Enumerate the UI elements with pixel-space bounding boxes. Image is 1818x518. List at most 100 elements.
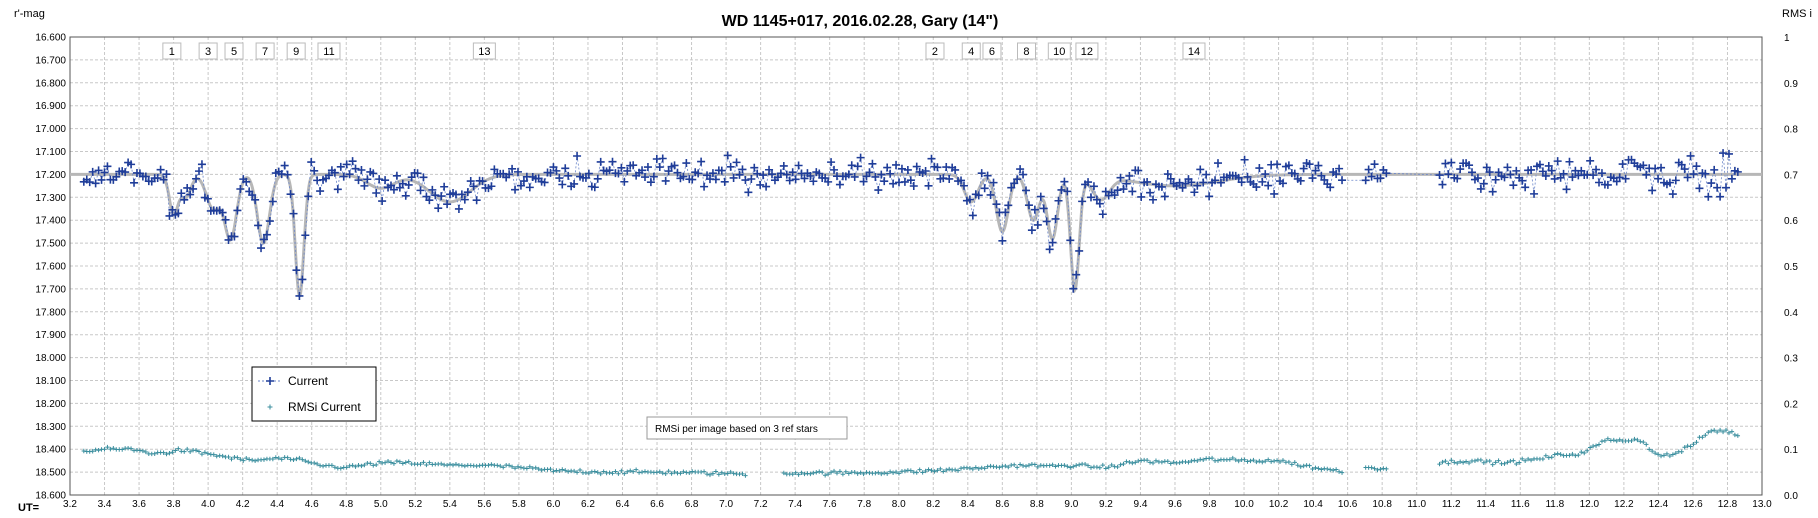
current-point [268,197,277,206]
current-point [310,166,319,175]
current-point [525,183,534,192]
rmsi-point [1700,435,1705,440]
current-point [342,160,351,169]
current-point [1612,177,1621,186]
current-point [1444,170,1453,179]
current-point [1335,164,1344,173]
rmsi-point [1605,436,1611,441]
current-point [1621,174,1630,183]
current-point [1205,192,1214,201]
current-point [939,174,948,183]
current-point [1078,197,1087,206]
current-point [218,208,227,217]
rmsi-point [1720,429,1726,435]
x-tick-label: 7.6 [823,499,837,510]
current-point [629,161,638,170]
x-tick-label: 9.4 [1133,499,1147,510]
rmsi-point [1310,466,1315,472]
current-point [673,168,682,177]
rmsi-point [527,464,533,469]
rmsi-point [1118,462,1123,467]
current-point [354,176,363,185]
current-point [443,200,452,209]
note-text: RMSi per image based on 3 ref stars [655,424,818,435]
current-point [1710,165,1719,174]
current-point [487,182,496,191]
rmsi-point [719,470,724,475]
current-point [1252,183,1261,192]
current-point [711,175,720,184]
rmsi-point [1165,459,1170,464]
current-point [1027,226,1036,235]
current-point [640,173,649,182]
current-point [655,163,664,172]
rmsi-point [890,470,896,475]
current-point [1317,171,1326,180]
current-point [1024,201,1033,210]
current-point [1733,167,1742,176]
current-point [1143,177,1152,186]
rmsi-point [1384,466,1389,472]
current-point [1007,183,1016,192]
rmsi-point [403,460,408,465]
current-point [1258,177,1267,186]
rmsi-point [1245,459,1250,464]
rmsi-point [120,447,125,452]
rmsi-point [1195,458,1200,464]
rmsi-point [740,471,745,477]
current-point [664,167,673,176]
rmsi-point [368,461,373,466]
x-tick-label: 10.0 [1234,499,1254,510]
rmsi-point [1685,443,1690,449]
current-point [573,152,582,161]
current-point [903,165,912,174]
rmsi-point [681,469,686,474]
current-point [1671,176,1680,185]
current-point [1122,179,1131,188]
y-tick-label-left: 18.200 [35,399,66,410]
current-point [1187,178,1196,187]
rmsi-point [825,471,831,477]
rmsi-point [1455,460,1460,466]
rmsi-point [1313,465,1318,470]
current-connecting-line [83,153,1738,297]
current-point [806,171,815,180]
rmsi-point [690,469,695,474]
rmsi-point [1097,465,1103,470]
rmsi-point [320,463,326,469]
current-point [957,176,966,185]
rmsi-point [843,469,849,474]
annotation-box [982,42,1002,60]
rmsi-point [1254,459,1259,465]
y-tick-label-right: 0.7 [1784,170,1798,181]
current-point [369,169,378,178]
rmsi-point [1088,465,1094,470]
current-point [617,163,626,172]
rmsi-point [273,455,278,460]
current-point [413,169,422,178]
rmsi-point [187,449,193,455]
rmsi-point [1106,465,1111,470]
rmsi-point [743,473,748,478]
rmsi-point [852,470,857,475]
current-point [1149,195,1158,204]
current-point [1332,170,1341,179]
current-point [1320,175,1329,184]
rmsi-point [418,461,423,467]
current-point [1689,170,1698,179]
current-point [283,170,292,179]
rmsi-point [817,469,822,474]
current-point [1166,174,1175,183]
current-point [697,157,706,166]
rmsi-point [536,466,541,472]
y-tick-label-right: 0.8 [1784,125,1798,136]
rmsi-point [362,462,367,468]
rmsi-point [1466,460,1472,466]
rmsi-point [1026,463,1032,468]
rmsi-point [622,471,627,476]
event-annotations: 1 3 5 7 9 11 13 2 4 6 8 10 12 14 [162,42,1206,60]
current-point [1680,165,1689,174]
rmsi-point [861,471,866,477]
rmsi-point [1644,442,1649,447]
